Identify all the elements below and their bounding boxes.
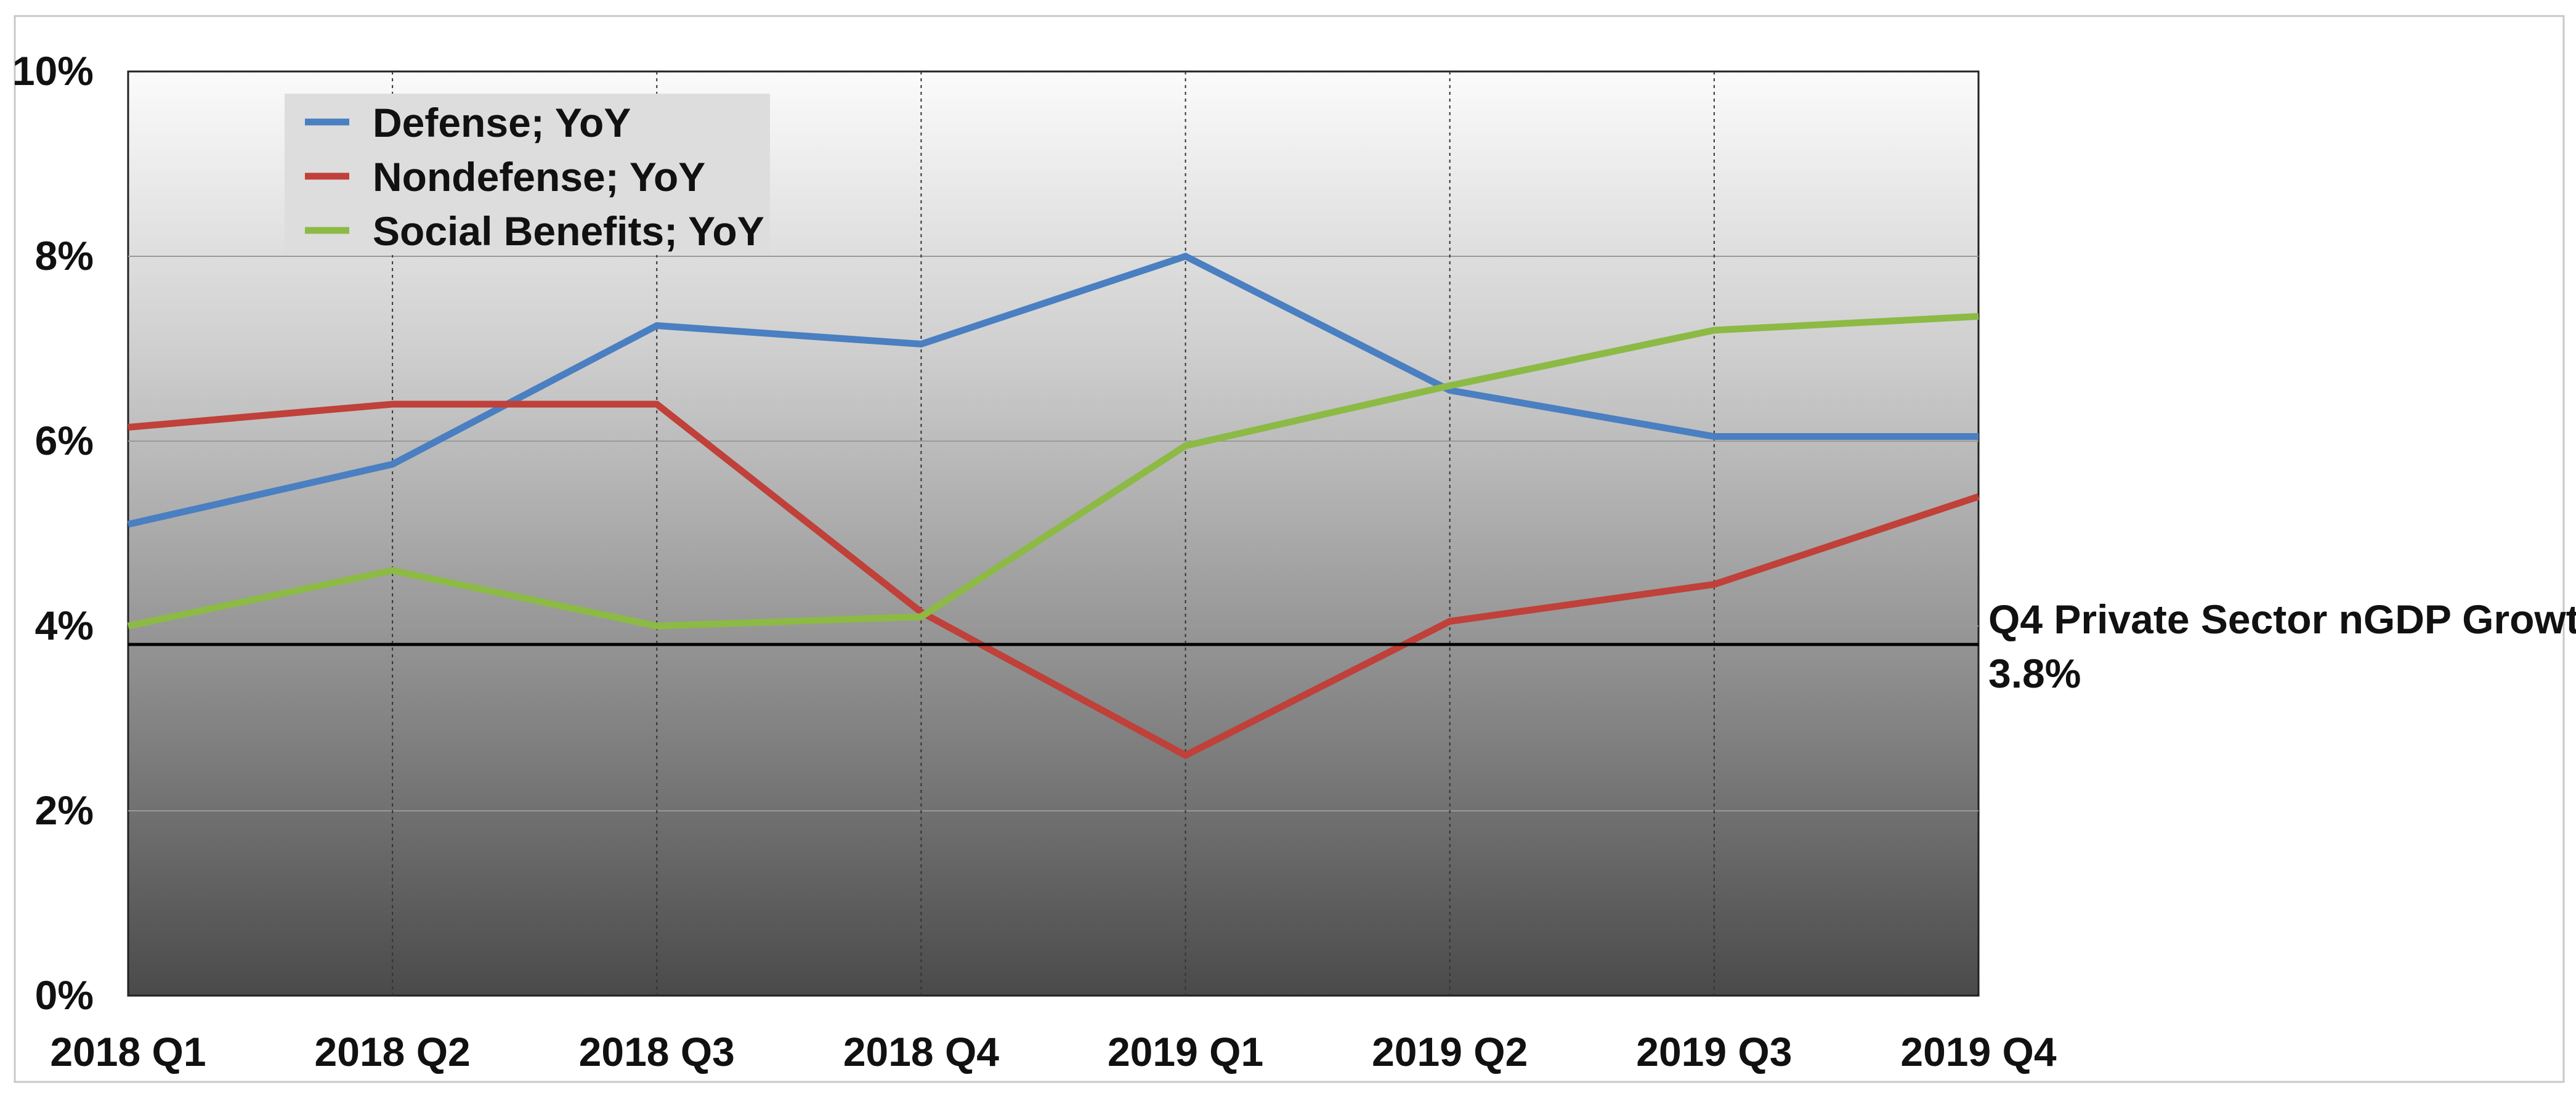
x-tick-label: 2018 Q3 — [579, 1029, 735, 1075]
series-line-nondefense-yoy — [128, 400, 1980, 760]
legend: Defense; YoY Nondefense; YoY Social Benefi… — [285, 94, 770, 255]
x-tick-label: 2019 Q1 — [1108, 1029, 1263, 1075]
grid-layer — [128, 71, 1979, 996]
y-tick-label: 8% — [35, 233, 94, 278]
x-tick-label: 2018 Q1 — [50, 1029, 206, 1075]
reference-label: Q4 Private Sector nGDP Growth — [1988, 596, 2576, 642]
y-tick-label: 2% — [35, 787, 94, 833]
y-tick-label: 10% — [12, 48, 94, 94]
series-line-social-benefits-yoy — [127, 313, 1979, 630]
y-tick-label: 6% — [35, 418, 94, 463]
legend-label: Defense; YoY — [373, 100, 631, 145]
legend-label: Nondefense; YoY — [373, 154, 705, 200]
x-tick-label: 2019 Q4 — [1900, 1029, 2056, 1075]
x-tick-label: 2019 Q2 — [1372, 1029, 1528, 1075]
outer-border — [14, 15, 2565, 1083]
axis-layer: 0% 2% 4% 6% 8% 10% 2018 Q1 2018 Q2 2018 Q3 2018 Q… — [12, 48, 2057, 1075]
x-tick-label: 2018 Q2 — [315, 1029, 471, 1075]
y-tick-label: 4% — [35, 603, 94, 648]
legend-box — [285, 94, 770, 255]
x-tick-label: 2019 Q3 — [1636, 1029, 1792, 1075]
reference-annotation: Q4 Private Sector nGDP Growth 3.8% — [128, 596, 2576, 696]
series-line-defense-yoy — [127, 253, 1979, 528]
y-tick-label: 0% — [35, 972, 94, 1018]
series-layer — [127, 253, 1980, 760]
x-tick-label: 2018 Q4 — [843, 1029, 999, 1075]
legend-label: Social Benefits; YoY — [373, 208, 764, 254]
reference-value-label: 3.8% — [1988, 651, 2081, 696]
